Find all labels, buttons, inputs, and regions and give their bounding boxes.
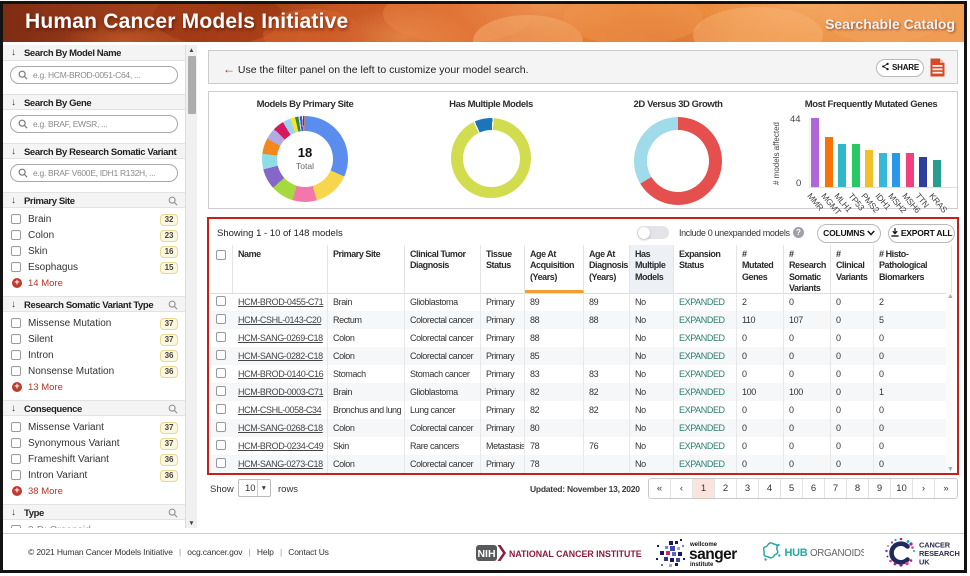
svg-text:UK: UK [919,558,930,567]
svg-text:ORGANOIDS: ORGANOIDS [810,548,864,559]
svg-text:CANCER: CANCER [919,541,951,550]
svg-text:sanger: sanger [689,546,737,563]
svg-text:NIH: NIH [477,548,495,560]
svg-text:wellcome: wellcome [689,542,718,548]
svg-text:RESEARCH: RESEARCH [919,549,960,558]
svg-text:institute: institute [690,562,714,568]
svg-text:NATIONAL CANCER INSTITUTE: NATIONAL CANCER INSTITUTE [509,549,642,559]
svg-text:HUB: HUB [785,547,808,559]
